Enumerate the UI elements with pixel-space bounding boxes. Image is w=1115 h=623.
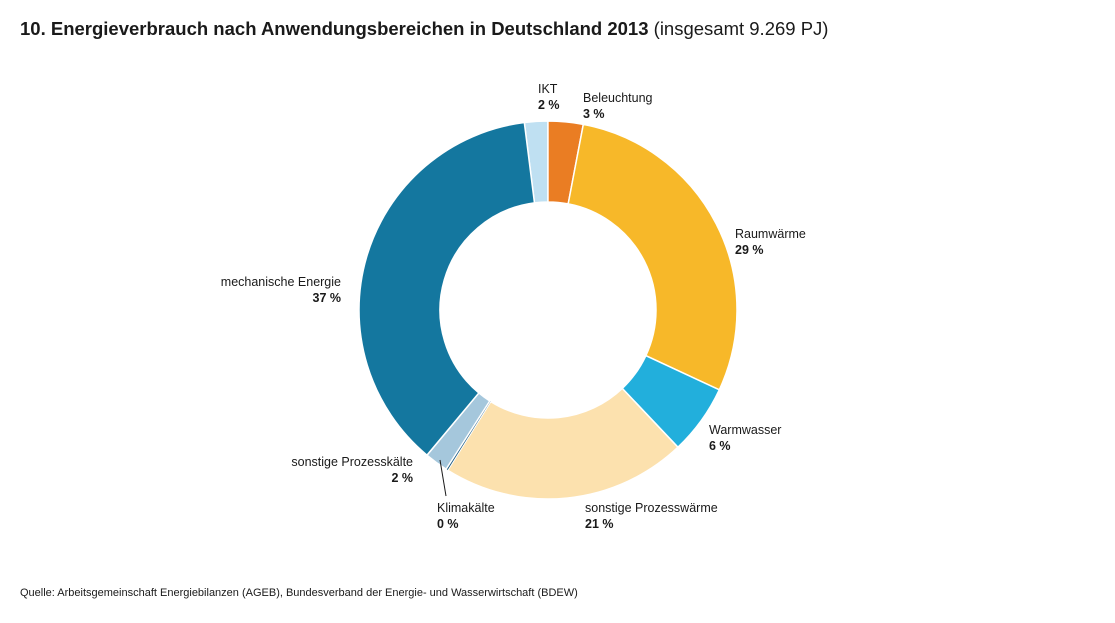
label-ikt: IKT 2 % bbox=[538, 81, 560, 113]
label-warmwasser-value: 6 % bbox=[709, 439, 731, 453]
chart-title-sub: (insgesamt 9.269 PJ) bbox=[653, 18, 829, 39]
label-klimakaelte-value: 0 % bbox=[437, 517, 459, 531]
slice-mechanische-energie bbox=[358, 121, 536, 457]
label-warmwasser: Warmwasser 6 % bbox=[709, 422, 781, 454]
label-raumwaerme-value: 29 % bbox=[735, 243, 764, 257]
label-beleuchtung-name: Beleuchtung bbox=[583, 91, 653, 105]
label-mechanische-energie-value: 37 % bbox=[312, 291, 342, 305]
slice-sonstige-prozesswärme bbox=[446, 387, 680, 500]
label-mechanische-energie-name: mechanische Energie bbox=[220, 275, 341, 289]
label-klimakaelte-name: Klimakälte bbox=[437, 501, 495, 515]
label-prozesskaelte-value: 2 % bbox=[391, 471, 413, 485]
label-prozesswaerme: sonstige Prozesswärme 21 % bbox=[585, 500, 718, 532]
label-prozesskaelte-name: sonstige Prozesskälte bbox=[291, 455, 413, 469]
chart-title-main: 10. Energieverbrauch nach Anwendungsbere… bbox=[20, 18, 649, 39]
label-prozesswaerme-name: sonstige Prozesswärme bbox=[585, 501, 718, 515]
label-ikt-value: 2 % bbox=[538, 98, 560, 112]
label-prozesswaerme-value: 21 % bbox=[585, 517, 614, 531]
label-raumwaerme-name: Raumwärme bbox=[735, 227, 806, 241]
source-note: Quelle: Arbeitsgemeinschaft Energiebilan… bbox=[20, 587, 578, 599]
slice-raumwärme bbox=[567, 123, 738, 391]
chart-title: 10. Energieverbrauch nach Anwendungsbere… bbox=[20, 18, 828, 40]
label-raumwaerme: Raumwärme 29 % bbox=[735, 226, 806, 258]
label-ikt-name: IKT bbox=[538, 82, 558, 96]
label-klimakaelte: Klimakälte 0 % bbox=[437, 500, 495, 532]
label-beleuchtung: Beleuchtung 3 % bbox=[583, 90, 653, 122]
klimakaelte-leader-line bbox=[439, 459, 447, 497]
label-mechanische-energie: mechanische Energie 37 % bbox=[200, 274, 341, 306]
label-warmwasser-name: Warmwasser bbox=[709, 423, 782, 437]
label-beleuchtung-value: 3 % bbox=[583, 107, 605, 121]
label-prozesskaelte: sonstige Prozesskälte 2 % bbox=[255, 454, 413, 486]
